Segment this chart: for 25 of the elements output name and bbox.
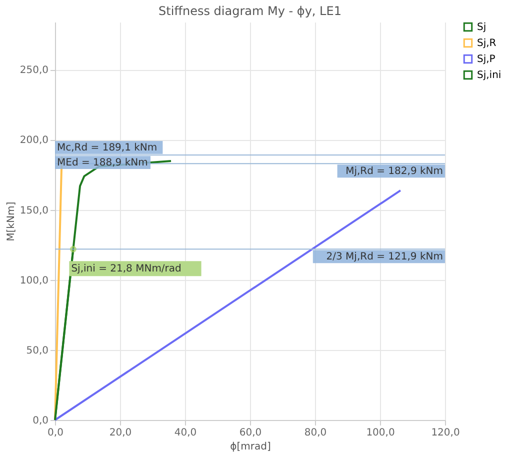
legend-label: Sj,ini (477, 70, 502, 81)
ref-line-label: 2/3 Mj,Rd = 121,9 kNm (326, 252, 443, 263)
y-tick-label: 250,0 (20, 65, 48, 76)
x-tick-label: 100,0 (366, 428, 395, 438)
y-tick-label: 100,0 (20, 275, 48, 286)
annotation: Sj,ini = 21,8 MNm/rad (71, 264, 182, 275)
x-tick-label: 40,0 (174, 428, 197, 438)
legend-label: Sj,R (477, 38, 496, 49)
legend-label: Sj (477, 22, 486, 33)
ref-line-label: Mj,Rd = 182,9 kNm (346, 166, 443, 178)
y-tick-label: 200,0 (20, 135, 48, 146)
x-tick-label: 60,0 (239, 428, 262, 438)
y-tick-label: 0,0 (32, 416, 48, 426)
x-tick-label: 80,0 (304, 428, 327, 438)
y-axis-title: M[kNm] (6, 202, 17, 242)
x-axis-title: ϕ[mrad] (230, 442, 271, 452)
x-tick-label: 120,0 (431, 428, 460, 438)
x-tick-label: 20,0 (109, 428, 132, 438)
y-tick-label: 150,0 (20, 205, 48, 216)
annotation: MEd = 188,9 kNm (57, 157, 148, 168)
chart-title: Stiffness diagram My - ϕy, LE1 (158, 4, 342, 18)
ref-line-label: Mc,Rd = 189,1 kNm (57, 142, 158, 154)
legend-label: Sj,P (477, 54, 496, 65)
x-tick-label: 0,0 (48, 428, 64, 438)
y-tick-label: 50,0 (26, 345, 48, 356)
